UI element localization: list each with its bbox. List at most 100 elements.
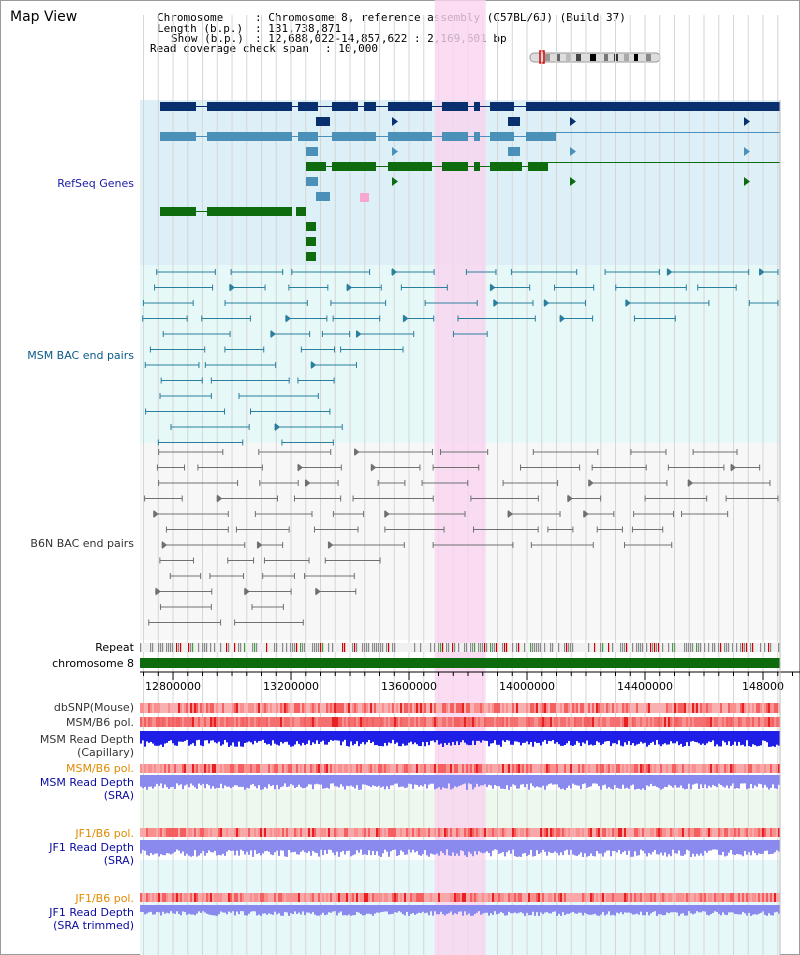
heat-cell [250, 764, 252, 773]
depth-bar [674, 905, 676, 913]
depth-bar [300, 775, 302, 788]
heat-cell [228, 717, 230, 727]
depth-bar [182, 775, 184, 790]
depth-bar [432, 731, 434, 741]
ideogram-band [556, 54, 560, 61]
heat-cell [700, 828, 702, 837]
depth-bar [604, 905, 606, 916]
bac-pair-arrow [217, 494, 223, 503]
heat-cell [388, 828, 390, 837]
heat-cell [614, 764, 616, 773]
depth-bar [190, 731, 192, 745]
depth-bar [754, 905, 756, 915]
heat-cell [596, 703, 598, 713]
heat-cell [638, 893, 640, 902]
track-label-jf1-depth-sra-1[interactable]: JF1 Read Depth [49, 841, 134, 854]
heat-cell [418, 764, 420, 773]
heat-cell [676, 764, 678, 773]
depth-bar [276, 905, 278, 915]
heat-cell [316, 893, 318, 902]
heat-cell [622, 703, 624, 713]
heat-cell [220, 764, 222, 773]
heat-cell [464, 828, 466, 837]
track-label-dbsnp[interactable]: dbSNP(Mouse) [53, 701, 134, 714]
heat-cell [458, 703, 460, 713]
heat-cell [682, 828, 684, 837]
heat-cell [672, 703, 674, 713]
heat-cell [270, 828, 272, 837]
depth-bar [496, 731, 498, 745]
depth-bar [360, 840, 362, 850]
depth-bar [518, 840, 520, 857]
heat-cell [176, 893, 178, 902]
repeat-element [256, 643, 258, 652]
heat-cell [718, 828, 720, 837]
track-label-repeat[interactable]: Repeat [95, 641, 134, 654]
heat-cell [284, 828, 286, 837]
depth-bar [758, 775, 760, 784]
depth-bar [742, 731, 744, 745]
depth-bar [420, 731, 422, 747]
depth-bar [320, 731, 322, 742]
heat-cell [322, 828, 324, 837]
track-label-jf1-b6-pol[interactable]: JF1/B6 pol. [75, 827, 134, 840]
heat-cell [660, 703, 662, 713]
track-label-refseq[interactable]: RefSeq Genes [57, 177, 134, 190]
heat-cell [604, 717, 606, 727]
track-label-b6n-bac[interactable]: B6N BAC end pairs [30, 537, 134, 550]
depth-bar [466, 905, 468, 915]
depth-bar [744, 731, 746, 747]
depth-bar [688, 775, 690, 784]
depth-bar [742, 840, 744, 857]
repeat-element [318, 643, 320, 652]
depth-bar [338, 731, 340, 741]
track-label-msm-depth-sra-1[interactable]: MSM Read Depth [39, 776, 134, 789]
heat-cell [518, 828, 520, 837]
heat-cell [282, 764, 284, 773]
depth-bar [238, 731, 240, 742]
depth-bar [242, 840, 244, 851]
depth-bar [232, 840, 234, 851]
heat-cell [702, 717, 704, 727]
heat-cell [296, 893, 298, 902]
heat-cell [488, 893, 490, 902]
heat-cell [348, 717, 350, 727]
msm-b6-pol-track [140, 717, 780, 727]
depth-bar [262, 840, 264, 854]
depth-bar [268, 840, 270, 852]
track-label-chromosome[interactable]: chromosome 8 [52, 657, 134, 670]
track-label-msm-depth-cap-1[interactable]: MSM Read Depth [39, 733, 134, 746]
depth-bar [628, 775, 630, 789]
heat-cell [592, 764, 594, 773]
heat-cell [540, 703, 542, 713]
depth-bar [580, 905, 582, 913]
depth-bar [700, 731, 702, 745]
heat-cell [334, 717, 336, 727]
heat-cell [674, 717, 676, 727]
heat-cell [512, 893, 514, 902]
heat-cell [608, 703, 610, 713]
depth-bar [256, 840, 258, 855]
track-label-jf1-b6-pol-2[interactable]: JF1/B6 pol. [75, 892, 134, 905]
depth-bar [752, 775, 754, 789]
depth-bar [674, 731, 676, 744]
heat-cell [232, 703, 234, 713]
heat-cell [260, 828, 262, 837]
track-label-msm-b6-pol-2[interactable]: MSM/B6 pol. [66, 762, 134, 775]
depth-bar [340, 905, 342, 912]
heat-cell [554, 893, 556, 902]
depth-bar [614, 731, 616, 744]
heat-cell [366, 703, 368, 713]
heat-cell [680, 764, 682, 773]
repeat-element [718, 643, 720, 652]
gene-exon [296, 207, 306, 216]
track-label-msm-b6-pol[interactable]: MSM/B6 pol. [66, 716, 134, 729]
repeat-element [266, 643, 268, 652]
heat-cell [364, 764, 366, 773]
track-label-jf1-depth-trim-1[interactable]: JF1 Read Depth [49, 906, 134, 919]
track-label-msm-bac[interactable]: MSM BAC end pairs [27, 349, 134, 362]
heat-cell [668, 703, 670, 713]
depth-bar [378, 731, 380, 746]
heat-cell [764, 703, 766, 713]
